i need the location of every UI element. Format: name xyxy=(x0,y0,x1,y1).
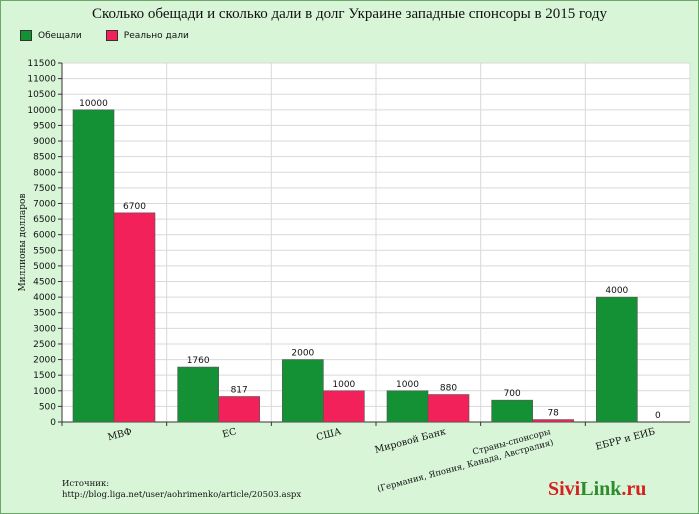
y-tick-label: 0 xyxy=(50,418,56,428)
data-label: 700 xyxy=(504,389,521,399)
y-tick-label: 7000 xyxy=(33,199,56,209)
y-tick-label: 1500 xyxy=(33,371,56,381)
brand-logo: SiviLink.ru xyxy=(548,478,646,501)
bar-promised xyxy=(596,296,638,423)
x-tick-label-line: Мировой Банк xyxy=(374,426,448,456)
y-tick-label: 4000 xyxy=(33,293,56,303)
y-axis-label: Миллионы долларов xyxy=(18,193,28,291)
legend-label-promised: Обещали xyxy=(38,30,82,41)
data-label: 817 xyxy=(231,385,248,395)
x-tick-label: Мировой Банк xyxy=(374,426,448,456)
brand-part-2: Link xyxy=(580,478,622,500)
brand-part-1: Sivi xyxy=(548,478,581,500)
y-tick-label: 3500 xyxy=(33,309,56,319)
y-tick-label: 500 xyxy=(39,402,56,412)
y-tick-label: 5500 xyxy=(33,246,56,256)
y-tick-label: 6000 xyxy=(33,231,56,241)
data-label: 1000 xyxy=(396,380,419,390)
x-tick-label: США xyxy=(315,426,343,443)
x-tick-label-line: ЕС xyxy=(221,426,238,440)
bar-given xyxy=(113,212,156,423)
y-tick-label: 2000 xyxy=(33,356,56,366)
x-tick-label-line: МВФ xyxy=(106,426,133,443)
y-tick-label: 5000 xyxy=(33,262,56,272)
source-url: http://blog.liga.net/user/aohrimenko/art… xyxy=(62,490,302,500)
data-label: 6700 xyxy=(123,202,146,212)
data-label: 0 xyxy=(655,411,661,421)
data-label: 10000 xyxy=(79,99,108,109)
bar-given xyxy=(218,396,260,423)
data-label: 4000 xyxy=(605,286,628,296)
y-tick-label: 10000 xyxy=(27,106,56,116)
data-label: 1000 xyxy=(332,380,355,390)
y-tick-label: 2500 xyxy=(33,340,56,350)
bar-promised xyxy=(386,390,429,423)
y-tick-label: 9500 xyxy=(33,121,56,131)
data-label: 78 xyxy=(547,409,559,419)
y-tick-label: 11000 xyxy=(27,75,56,85)
x-tick-label: МВФ xyxy=(106,426,133,443)
legend-item-promised: Обещали xyxy=(20,30,82,41)
legend-swatch-given xyxy=(105,30,118,41)
bar-given xyxy=(323,390,365,423)
y-tick-label: 3000 xyxy=(33,324,56,334)
y-tick-label: 10500 xyxy=(27,90,56,100)
data-label: 2000 xyxy=(291,349,314,359)
x-tick-label: ЕС xyxy=(221,426,238,440)
data-label: 880 xyxy=(440,384,457,394)
y-tick-label: 8500 xyxy=(33,153,56,163)
y-tick-label: 9000 xyxy=(33,137,56,147)
brand-part-3: .ru xyxy=(621,478,647,500)
source-label: Источник: xyxy=(62,479,110,489)
bar-promised xyxy=(282,359,324,423)
data-label: 1760 xyxy=(187,356,210,366)
y-tick-label: 8000 xyxy=(33,168,56,178)
y-tick-label: 11500 xyxy=(27,59,56,69)
legend-swatch-promised xyxy=(20,30,32,41)
bar-promised xyxy=(177,366,219,423)
bar-promised xyxy=(491,399,533,423)
chart-title: Сколько обещади и сколько дали в долг Ук… xyxy=(91,6,608,22)
x-tick-label-line: США xyxy=(315,426,343,443)
bar-given xyxy=(532,419,574,423)
y-tick-label: 1000 xyxy=(33,387,56,397)
y-tick-label: 4500 xyxy=(33,278,56,288)
legend: Обещали Реально дали xyxy=(20,30,189,41)
y-tick-label: 7500 xyxy=(33,184,56,194)
bar-promised xyxy=(72,109,115,423)
y-tick-label: 6500 xyxy=(33,215,56,225)
source-note: Источник: http://blog.liga.net/user/aohr… xyxy=(62,479,301,501)
bar-given xyxy=(427,394,470,423)
legend-label-given: Реально дали xyxy=(123,30,189,41)
legend-item-given: Реально дали xyxy=(105,30,189,41)
x-tick-label: ЕБРР и ЕИБ xyxy=(594,426,656,452)
x-tick-label-line: ЕБРР и ЕИБ xyxy=(594,426,656,452)
